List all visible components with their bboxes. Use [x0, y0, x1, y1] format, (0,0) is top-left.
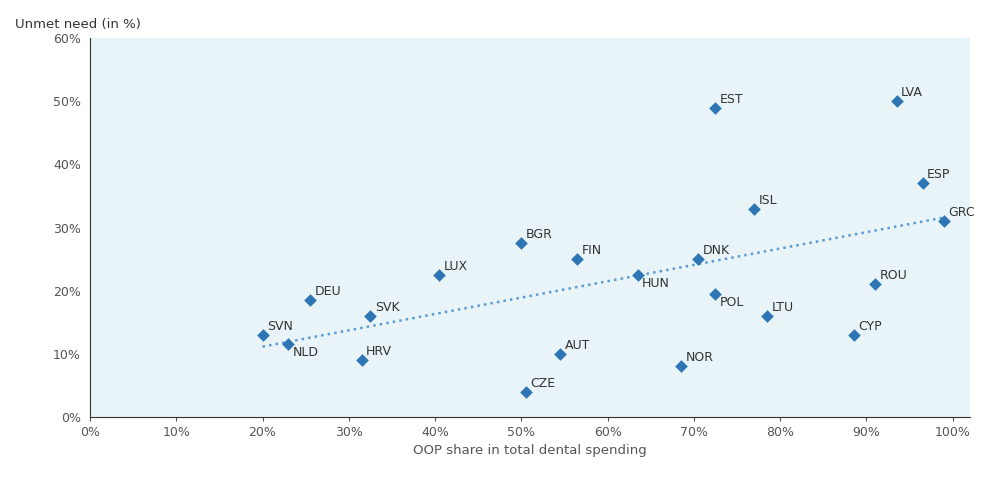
Text: AUT: AUT [565, 339, 590, 352]
X-axis label: OOP share in total dental spending: OOP share in total dental spending [413, 445, 647, 457]
Point [673, 363, 689, 370]
Text: CZE: CZE [530, 376, 555, 389]
Text: LVA: LVA [901, 87, 923, 100]
Text: DNK: DNK [703, 244, 730, 257]
Text: LTU: LTU [772, 301, 794, 314]
Text: SVK: SVK [375, 301, 399, 314]
Point [255, 331, 271, 339]
Point [302, 296, 318, 304]
Point [707, 104, 723, 112]
Text: LUX: LUX [444, 260, 468, 273]
Text: ESP: ESP [927, 169, 950, 182]
Text: BGR: BGR [526, 228, 553, 241]
Point [552, 350, 568, 357]
Point [354, 356, 370, 364]
Point [518, 388, 534, 395]
Text: NLD: NLD [293, 346, 319, 359]
Point [846, 331, 862, 339]
Text: EST: EST [720, 93, 743, 106]
Point [362, 312, 378, 319]
Text: FIN: FIN [582, 244, 602, 257]
Point [707, 290, 723, 297]
Text: DEU: DEU [314, 285, 341, 298]
Text: HUN: HUN [642, 277, 670, 290]
Text: POL: POL [720, 296, 744, 308]
Point [936, 217, 952, 225]
Point [690, 255, 706, 263]
Point [280, 341, 296, 348]
Text: SVN: SVN [267, 320, 293, 333]
Point [431, 271, 447, 279]
Point [569, 255, 585, 263]
Text: ROU: ROU [879, 269, 907, 283]
Text: CYP: CYP [858, 320, 881, 333]
Text: Unmet need (in %): Unmet need (in %) [15, 18, 141, 31]
Point [513, 240, 529, 247]
Text: HRV: HRV [366, 345, 392, 358]
Text: GRC: GRC [948, 206, 975, 219]
Point [867, 281, 883, 288]
Point [915, 180, 931, 187]
Point [630, 271, 646, 279]
Text: NOR: NOR [685, 352, 713, 365]
Text: ISL: ISL [759, 194, 777, 207]
Point [759, 312, 775, 319]
Point [889, 98, 905, 105]
Point [746, 205, 762, 213]
